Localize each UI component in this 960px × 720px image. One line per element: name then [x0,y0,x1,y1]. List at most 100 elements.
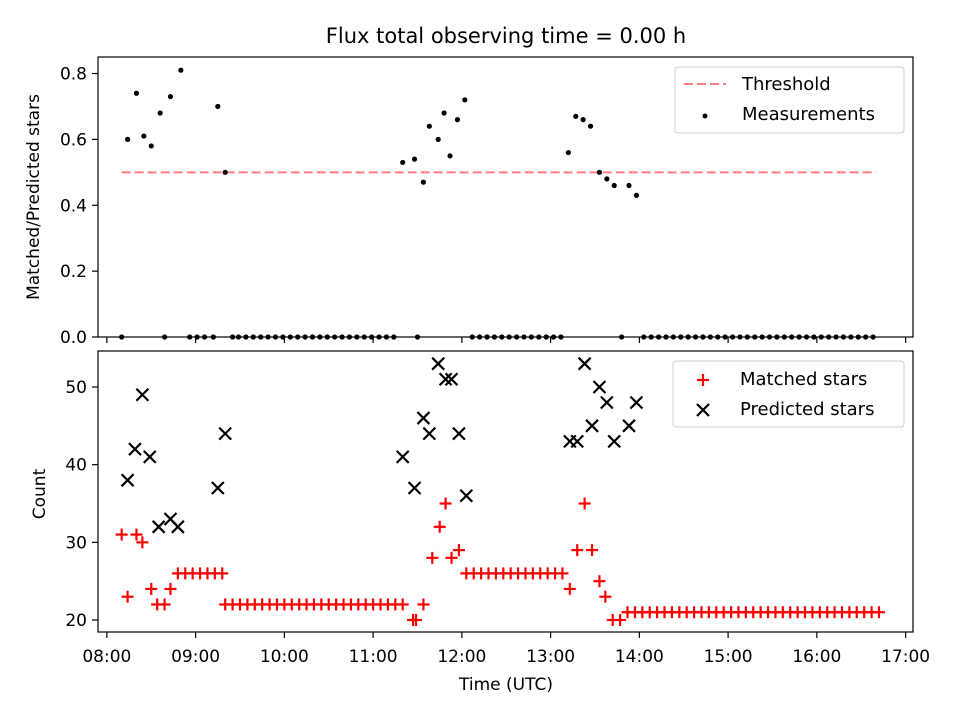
matched-star-point [158,598,171,611]
measurement-point [633,192,640,198]
predicted-star-point [438,372,453,387]
matched-stars-points [115,497,885,626]
bottom-legend-box [672,360,905,428]
measurement-point [441,110,447,116]
bottom-axes-frame [97,350,914,633]
predicted-star-point [431,356,445,371]
matched-star-point [145,582,158,595]
measurement-point [426,123,432,129]
matched-star-point [164,582,177,595]
predicted-star-point [407,481,422,495]
legend-predicted-swatch [696,403,710,417]
x-tick-label: 13:00 [526,647,575,667]
top-y-label: Matched/Predicted stars [24,94,44,300]
predicted-star-point [211,481,225,495]
matched-star-point [433,520,446,533]
bottom-y-tick-label: 50 [65,378,87,398]
matched-star-point [439,497,452,510]
measurement-point [565,149,571,156]
matched-star-point [121,590,134,603]
measurement-point [178,67,184,73]
bottom-y-tick-label: 30 [65,533,87,553]
predicted-star-point [585,419,599,433]
chart-title: Flux total observing time = 0.00 h [326,24,686,48]
x-axis-label: Time (UTC) [458,675,553,695]
bottom-panel: Count Time (UTC) 20 30 40 50 08:00 09:00 10:0… [30,350,930,695]
predicted-star-point [459,488,474,503]
top-y-tick-label: 0.4 [60,196,87,216]
predicted-star-point [135,387,150,402]
matched-star-point [136,536,149,549]
measurement-point [611,182,617,189]
measurement-point [587,123,594,129]
bottom-x-ticks: 08:00 09:00 10:00 11:00 12:00 13:00 14:00 15:00… [82,632,930,667]
measurement-point [462,97,468,103]
legend-threshold-label: Threshold [741,74,831,95]
legend-measurements-swatch [702,113,708,119]
bottom-y-label: Count [30,468,50,519]
legend-matched-label: Matched stars [740,369,867,390]
matched-star-point [556,567,569,580]
predicted-star-point [577,356,592,371]
matched-star-point [410,614,423,626]
matched-star-point [216,567,229,580]
predicted-star-point [622,419,636,433]
measurement-point [124,136,131,142]
measurement-point [580,117,586,123]
matched-star-point [872,606,885,619]
x-tick-label: 08:00 [82,647,131,667]
legend-predicted-label: Predicted stars [740,399,874,420]
legend-matched-swatch [697,374,709,386]
measurement-point [604,176,610,182]
top-y-tick-label: 0.2 [60,262,87,282]
measurement-point [596,169,603,175]
measurement-point [454,117,461,123]
bottom-legend: Matched stars Predicted stars [672,360,905,428]
matched-star-point [445,551,458,564]
predicted-star-point [151,520,166,534]
top-y-tick-label: 0.6 [60,130,87,150]
measurement-point [167,93,174,100]
predicted-star-point [416,411,431,425]
predicted-star-point [218,426,232,441]
top-legend-box [674,66,905,134]
x-tick-label: 10:00 [260,647,309,667]
predicted-star-point [629,395,644,410]
bottom-y-tick-label: 20 [65,611,87,631]
measurement-point [133,90,140,96]
x-tick-label: 12:00 [437,647,486,667]
predicted-star-point [592,380,607,394]
x-tick-label: 11:00 [349,647,398,667]
predicted-star-point [452,426,466,441]
x-tick-label: 15:00 [704,647,753,667]
matched-star-point [563,582,576,595]
x-tick-label: 16:00 [792,647,841,667]
top-y-ticks: 0.0 0.2 0.4 0.6 0.8 [60,65,98,348]
predicted-star-point [444,372,459,387]
legend-measurements-label: Measurements [742,104,875,125]
measurement-point [400,159,406,166]
predicted-star-point [607,434,621,449]
matched-star-point [417,598,430,611]
predicted-star-point [422,426,437,441]
measurement-point [222,169,228,175]
matched-star-point [578,497,591,510]
matched-star-point [586,544,599,557]
x-tick-label: 09:00 [171,647,220,667]
legend-matched-marker [697,374,709,386]
measurement-point [148,143,154,149]
matched-star-point [115,528,128,541]
measurement-point [215,103,221,110]
x-tick-label: 17:00 [881,647,930,667]
measurement-point [626,182,632,189]
measurement-point [447,153,453,159]
measurement-point [435,136,441,142]
legend-predicted-marker [696,403,710,417]
matched-star-point [130,528,143,541]
predicted-star-point [128,442,142,456]
top-legend: Threshold Measurements [674,66,905,134]
predicted-stars-points [120,356,644,534]
matched-star-point [614,614,627,626]
top-y-tick-label: 0.8 [60,65,87,85]
